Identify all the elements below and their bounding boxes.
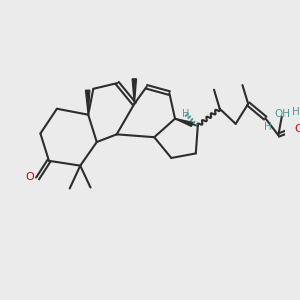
- Polygon shape: [85, 90, 90, 115]
- Text: H: H: [292, 107, 299, 117]
- Polygon shape: [132, 79, 137, 104]
- Polygon shape: [175, 119, 193, 126]
- Text: H: H: [182, 109, 189, 118]
- Text: O: O: [295, 124, 300, 134]
- Text: H: H: [264, 122, 272, 132]
- Text: OH: OH: [274, 110, 290, 119]
- Text: O: O: [25, 172, 34, 182]
